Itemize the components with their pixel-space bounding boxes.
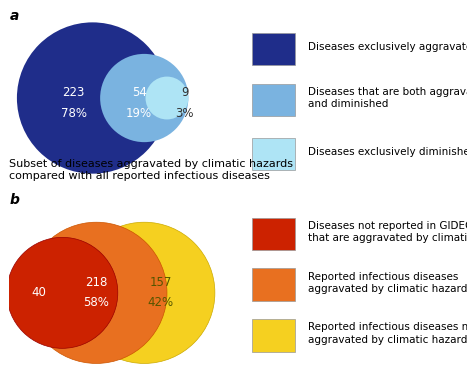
Text: Subset of diseases aggravated by climatic hazards
compared with all reported inf: Subset of diseases aggravated by climati… [9,159,293,181]
Circle shape [100,54,188,142]
Text: Reported infectious diseases not
aggravated by climatic hazards: Reported infectious diseases not aggrava… [308,322,467,345]
Text: 40: 40 [31,287,46,299]
Text: Diseases exclusively aggravated: Diseases exclusively aggravated [308,42,467,52]
Text: 3%: 3% [175,107,194,120]
Text: 42%: 42% [148,296,174,310]
FancyBboxPatch shape [252,138,295,170]
FancyBboxPatch shape [252,319,295,351]
Text: 78%: 78% [61,107,87,120]
Text: 54: 54 [132,86,147,100]
Text: a: a [9,9,19,23]
Text: 9: 9 [181,86,188,100]
Text: 223: 223 [63,86,85,100]
Text: 58%: 58% [84,296,109,310]
Text: 157: 157 [149,276,172,289]
Text: 218: 218 [85,276,107,289]
Circle shape [17,22,168,174]
Circle shape [7,238,118,348]
Text: Diseases exclusively diminished: Diseases exclusively diminished [308,147,467,157]
FancyBboxPatch shape [252,33,295,66]
Circle shape [74,222,215,363]
Text: b: b [9,193,19,207]
Text: Reported infectious diseases
aggravated by climatic hazards: Reported infectious diseases aggravated … [308,271,467,294]
Text: 19%: 19% [126,107,152,120]
FancyBboxPatch shape [252,268,295,301]
Circle shape [26,222,167,363]
Circle shape [146,77,188,120]
Text: Diseases that are both aggravated
and diminished: Diseases that are both aggravated and di… [308,87,467,109]
Text: Diseases not reported in GIDEON/CDC
that are aggravated by climatic hazards: Diseases not reported in GIDEON/CDC that… [308,221,467,243]
FancyBboxPatch shape [252,84,295,116]
FancyBboxPatch shape [252,218,295,250]
